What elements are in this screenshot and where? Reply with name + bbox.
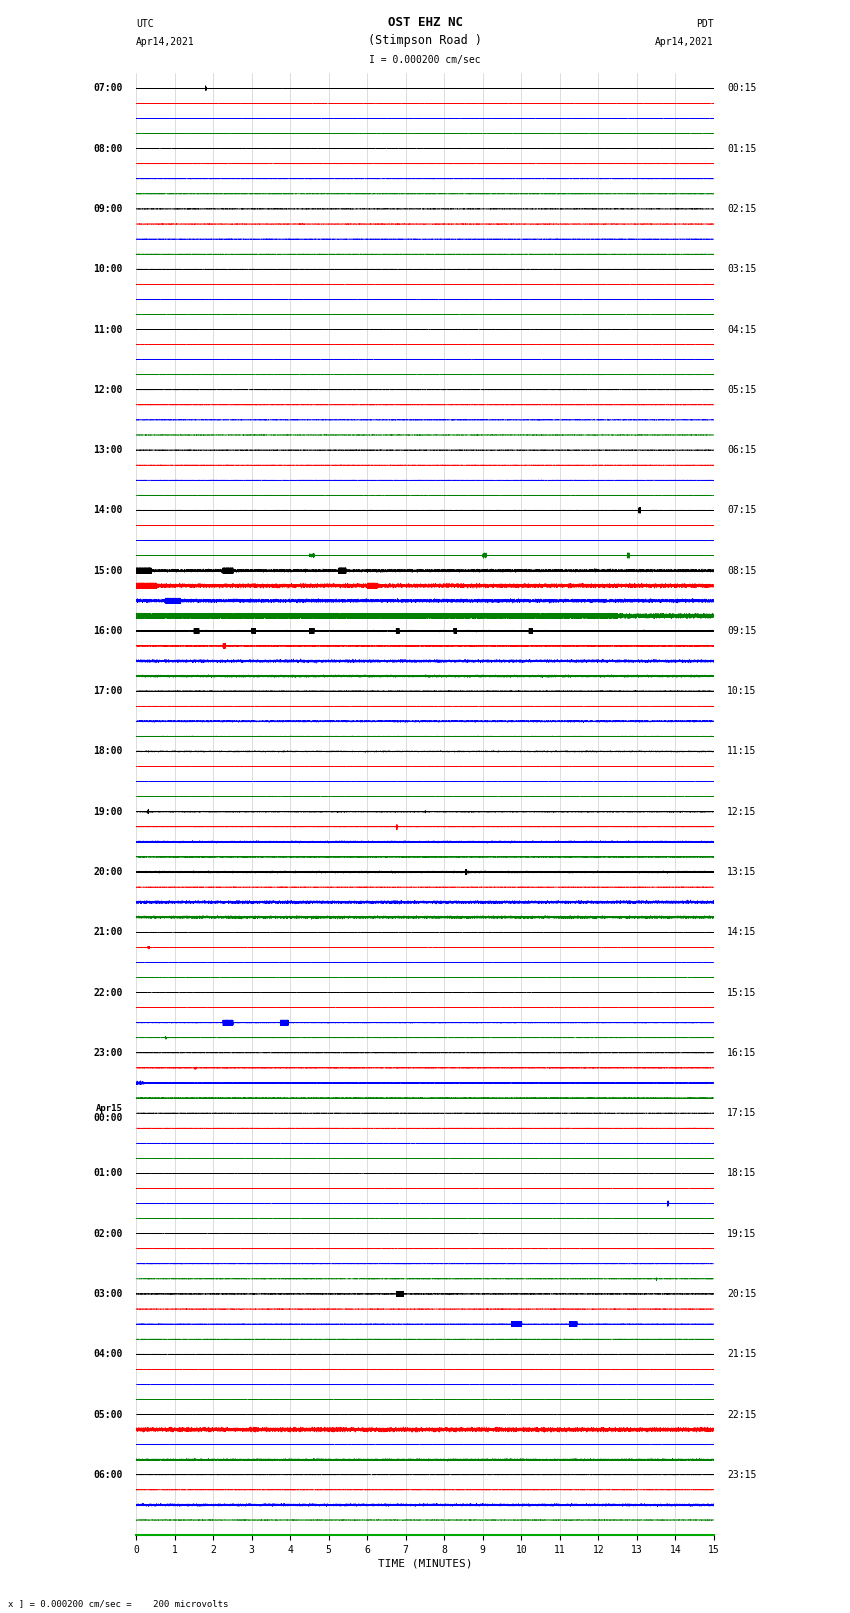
Text: 12:15: 12:15 [728,806,756,816]
Text: 19:15: 19:15 [728,1229,756,1239]
Text: 11:00: 11:00 [94,324,122,334]
Text: 21:15: 21:15 [728,1348,756,1360]
Text: 13:15: 13:15 [728,868,756,877]
Text: 20:00: 20:00 [94,868,122,877]
Text: 23:00: 23:00 [94,1048,122,1058]
Text: 22:15: 22:15 [728,1410,756,1419]
Text: 16:00: 16:00 [94,626,122,636]
Text: 20:15: 20:15 [728,1289,756,1298]
Text: 03:00: 03:00 [94,1289,122,1298]
Text: OST EHZ NC: OST EHZ NC [388,16,462,29]
Text: Apr14,2021: Apr14,2021 [655,37,714,47]
Text: 05:15: 05:15 [728,386,756,395]
Text: Apr14,2021: Apr14,2021 [136,37,195,47]
Text: 10:00: 10:00 [94,265,122,274]
Text: 22:00: 22:00 [94,987,122,997]
Text: 15:15: 15:15 [728,987,756,997]
Text: 08:15: 08:15 [728,566,756,576]
Text: 23:15: 23:15 [728,1469,756,1479]
Text: 03:15: 03:15 [728,265,756,274]
Text: 01:00: 01:00 [94,1168,122,1179]
Text: 02:15: 02:15 [728,203,756,215]
Text: 07:15: 07:15 [728,505,756,515]
Text: 17:00: 17:00 [94,686,122,697]
Text: 08:00: 08:00 [94,144,122,153]
Text: 02:00: 02:00 [94,1229,122,1239]
Text: 11:15: 11:15 [728,747,756,756]
Text: 00:00: 00:00 [94,1113,122,1123]
Text: 04:15: 04:15 [728,324,756,334]
Text: 10:15: 10:15 [728,686,756,697]
Text: 14:00: 14:00 [94,505,122,515]
Text: 09:15: 09:15 [728,626,756,636]
Text: 00:15: 00:15 [728,84,756,94]
Text: 09:00: 09:00 [94,203,122,215]
Text: Apr15: Apr15 [96,1105,122,1113]
Text: 06:15: 06:15 [728,445,756,455]
Text: 19:00: 19:00 [94,806,122,816]
Text: PDT: PDT [696,19,714,29]
Text: 07:00: 07:00 [94,84,122,94]
Text: 17:15: 17:15 [728,1108,756,1118]
Text: I = 0.000200 cm/sec: I = 0.000200 cm/sec [369,55,481,65]
Text: 12:00: 12:00 [94,386,122,395]
Text: 16:15: 16:15 [728,1048,756,1058]
Text: 21:00: 21:00 [94,927,122,937]
Text: 01:15: 01:15 [728,144,756,153]
Text: UTC: UTC [136,19,154,29]
Text: (Stimpson Road ): (Stimpson Road ) [368,34,482,47]
Text: 13:00: 13:00 [94,445,122,455]
Text: 04:00: 04:00 [94,1348,122,1360]
Text: x ] = 0.000200 cm/sec =    200 microvolts: x ] = 0.000200 cm/sec = 200 microvolts [8,1598,229,1608]
Text: 06:00: 06:00 [94,1469,122,1479]
Text: 18:00: 18:00 [94,747,122,756]
Text: 15:00: 15:00 [94,566,122,576]
X-axis label: TIME (MINUTES): TIME (MINUTES) [377,1560,473,1569]
Text: 18:15: 18:15 [728,1168,756,1179]
Text: 05:00: 05:00 [94,1410,122,1419]
Text: 14:15: 14:15 [728,927,756,937]
